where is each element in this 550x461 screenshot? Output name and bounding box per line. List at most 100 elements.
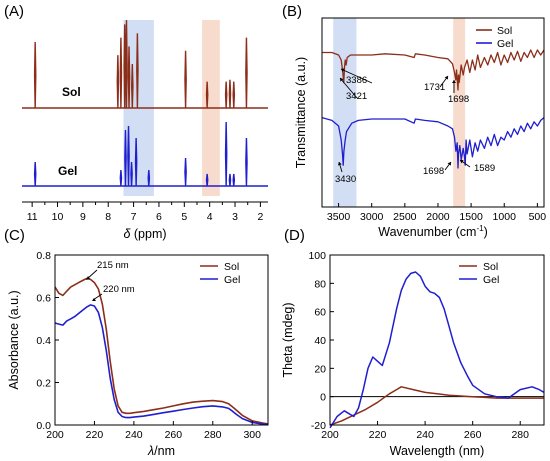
annotation-label: 220 nm bbox=[103, 284, 135, 295]
y-tick-label: 0.2 bbox=[36, 378, 51, 390]
x-axis-label-sup: -1 bbox=[476, 224, 484, 233]
panel-c-uvvis: (C) 200 220 240 260 280 300 0.0 0.2 0.4 0.6 0.8 λ/nm… bbox=[4, 227, 269, 458]
x-axis-label-text: Wavenumber (cm bbox=[378, 225, 476, 239]
x-tick-label: 240 bbox=[416, 429, 434, 441]
x-tick-label: 2000 bbox=[426, 211, 450, 223]
highlight-band-0 bbox=[333, 18, 357, 207]
annotation-arrowhead bbox=[460, 160, 464, 164]
annotation-label: 1698 bbox=[448, 94, 469, 105]
legend-label-gel: Gel bbox=[497, 38, 513, 50]
x-tick-label: 10 bbox=[52, 211, 64, 223]
y-tick-label: 0.0 bbox=[36, 420, 51, 432]
x-tick-label: 11 bbox=[27, 211, 38, 223]
annotation-label: 1731 bbox=[424, 82, 445, 93]
y-axis-label: Transmittance (a.u.) bbox=[294, 57, 308, 168]
panel-label-d: (D) bbox=[284, 227, 305, 244]
series-line-sol bbox=[322, 49, 545, 91]
y-tick-label: 0.4 bbox=[36, 335, 51, 347]
panel-label-a: (A) bbox=[4, 3, 24, 20]
series-line-gel bbox=[22, 121, 268, 187]
y-tick-label: 80 bbox=[314, 278, 326, 290]
series-line-sol bbox=[22, 19, 268, 109]
legend-label-sol: Sol bbox=[497, 25, 512, 37]
annotation-label: 3386 bbox=[346, 75, 367, 86]
x-axis-label: Wavenumber (cm-1) bbox=[378, 224, 487, 239]
x-axis-label: Wavelength (nm) bbox=[390, 444, 485, 458]
x-tick-label: 200 bbox=[321, 429, 339, 441]
x-tick-label: 240 bbox=[125, 429, 143, 441]
panel-label-c: (C) bbox=[4, 227, 25, 244]
panel-label-b: (B) bbox=[282, 3, 302, 20]
series-label-sol: Sol bbox=[62, 85, 81, 99]
x-tick-label: 220 bbox=[86, 429, 104, 441]
x-tick-label: 8 bbox=[105, 211, 111, 223]
legend-label-gel: Gel bbox=[224, 274, 240, 286]
y-tick-label: 0 bbox=[320, 392, 326, 404]
x-tick-label: 2500 bbox=[393, 211, 417, 223]
y-tick-label: -20 bbox=[311, 420, 326, 432]
x-axis-label: δ (ppm) bbox=[123, 227, 166, 241]
x-tick-label: 200 bbox=[46, 429, 64, 441]
y-axis-label: Theta (mdeg) bbox=[281, 302, 295, 377]
annotation-label: 1698 bbox=[423, 166, 444, 177]
x-axis-label-symbol: δ bbox=[123, 227, 131, 241]
panel-a-nmr: (A) Sol Gel 11 10 9 8 7 6 5 4 3 2 δ (ppm) bbox=[4, 3, 268, 241]
series-line-sol bbox=[329, 386, 544, 426]
legend-label-sol: Sol bbox=[224, 261, 239, 273]
x-tick-label: 300 bbox=[243, 429, 261, 441]
legend-label-gel: Gel bbox=[483, 274, 499, 286]
annotation-arrow bbox=[339, 77, 358, 99]
y-tick-label: 0.6 bbox=[36, 293, 51, 305]
annotation-arrowhead bbox=[337, 162, 342, 166]
y-tick-label: 60 bbox=[314, 307, 326, 319]
annotation-arrowhead bbox=[452, 80, 456, 83]
x-tick-label: 9 bbox=[80, 211, 86, 223]
x-axis-label-symbol: λ bbox=[147, 444, 154, 458]
y-tick-label: 40 bbox=[314, 335, 326, 347]
x-tick-label: 5 bbox=[181, 211, 187, 223]
x-tick-label: 6 bbox=[156, 211, 162, 223]
x-tick-label: 280 bbox=[204, 429, 222, 441]
plot-frame bbox=[321, 17, 545, 208]
x-tick-label: 1500 bbox=[459, 211, 483, 223]
x-tick-label: 4 bbox=[207, 211, 213, 223]
legend-label-sol: Sol bbox=[483, 261, 498, 273]
x-tick-label: 3500 bbox=[327, 211, 351, 223]
annotation-arrowhead bbox=[444, 76, 448, 80]
y-tick-label: 0.8 bbox=[36, 250, 51, 262]
series-label-gel: Gel bbox=[58, 164, 77, 178]
x-tick-label: 220 bbox=[369, 429, 387, 441]
x-tick-label: 500 bbox=[529, 211, 547, 223]
annotation-label: 215 nm bbox=[97, 260, 129, 271]
annotation-label: 1589 bbox=[474, 163, 495, 174]
x-tick-label: 7 bbox=[131, 211, 137, 223]
panel-b-ftir: (B) 3500 3000 2500 2000 1500 1000 500 Wavenumber… bbox=[282, 3, 546, 239]
highlight-band-1 bbox=[453, 18, 466, 207]
x-axis-label: λ/nm bbox=[147, 444, 175, 458]
x-axis-label-unit: (ppm) bbox=[130, 227, 166, 241]
annotation-label: 3421 bbox=[346, 91, 367, 102]
series-line-gel bbox=[54, 304, 269, 426]
x-tick-label: 280 bbox=[511, 429, 529, 441]
plot-frame bbox=[329, 254, 545, 426]
y-tick-label: 20 bbox=[314, 363, 326, 375]
x-tick-label: 1000 bbox=[493, 211, 517, 223]
series-line-gel bbox=[329, 271, 545, 429]
x-tick-label: 260 bbox=[464, 429, 482, 441]
annotation-label: 3430 bbox=[335, 174, 356, 185]
x-tick-label: 260 bbox=[165, 429, 183, 441]
x-axis-label-end: ) bbox=[484, 225, 488, 239]
annotation-arrowhead bbox=[92, 298, 96, 301]
annotation-arrow bbox=[340, 68, 373, 84]
annotation-arrowhead bbox=[86, 276, 90, 280]
x-axis-label-unit: /nm bbox=[154, 444, 175, 458]
annotation-arrowhead bbox=[340, 78, 344, 82]
y-axis-label: Absorbance (a.u.) bbox=[7, 290, 21, 389]
x-tick-label: 2 bbox=[257, 211, 263, 223]
y-tick-label: 100 bbox=[308, 250, 326, 262]
annotation-arrowhead bbox=[341, 68, 345, 73]
x-tick-label: 3000 bbox=[360, 211, 384, 223]
panel-d-cd: (D) 200 220 240 260 280 -20 0 20 40 60 80 100 Wavelen… bbox=[281, 227, 545, 458]
series-line-gel bbox=[321, 116, 545, 169]
